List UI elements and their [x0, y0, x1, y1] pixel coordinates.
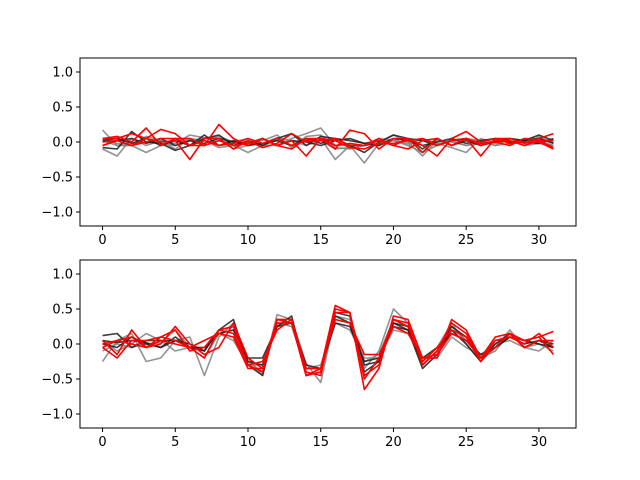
y-tick-label: −0.5: [41, 171, 73, 186]
y-tick-label: 0.5: [52, 303, 73, 318]
series-line-red: [102, 123, 554, 157]
series-line-red: [102, 318, 554, 370]
x-tick-label: 0: [98, 435, 106, 450]
series-lines: [101, 123, 554, 164]
x-tick-label: 20: [385, 233, 402, 248]
series-line-red: [102, 137, 554, 150]
y-tick-label: 0.0: [52, 338, 73, 353]
x-tick-label: 0: [98, 233, 106, 248]
x-tick-label: 20: [385, 435, 402, 450]
x-tick-label: 15: [312, 233, 329, 248]
top-subplot: 0 5 10 15 20 25 30 −1.0 −0.5 0.0 0.5 1.0: [41, 57, 577, 248]
bottom-subplot: 0 5 10 15 20 25 30 −1.0 −0.5 0.0 0.5 1.0: [41, 259, 577, 450]
y-tick-label: −1.0: [41, 206, 73, 221]
x-tick-label: 15: [312, 435, 329, 450]
series-lines: [101, 304, 555, 391]
x-tick-label: 25: [458, 233, 475, 248]
x-tick-label: 5: [171, 233, 179, 248]
x-tick-label: 25: [458, 435, 475, 450]
y-tick-label: 1.0: [52, 268, 73, 283]
y-tick-label: −0.5: [41, 373, 73, 388]
x-tick-label: 5: [171, 435, 179, 450]
series-line-red: [102, 127, 554, 150]
y-tick-label: 1.0: [52, 66, 73, 81]
y-tick-label: −1.0: [41, 408, 73, 423]
x-tick-label: 30: [531, 435, 548, 450]
y-tick-label: 0.5: [52, 101, 73, 116]
y-tick-label: 0.0: [52, 136, 73, 151]
x-tick-label: 10: [240, 233, 257, 248]
x-tick-label: 30: [531, 233, 548, 248]
x-tick-label: 10: [240, 435, 257, 450]
